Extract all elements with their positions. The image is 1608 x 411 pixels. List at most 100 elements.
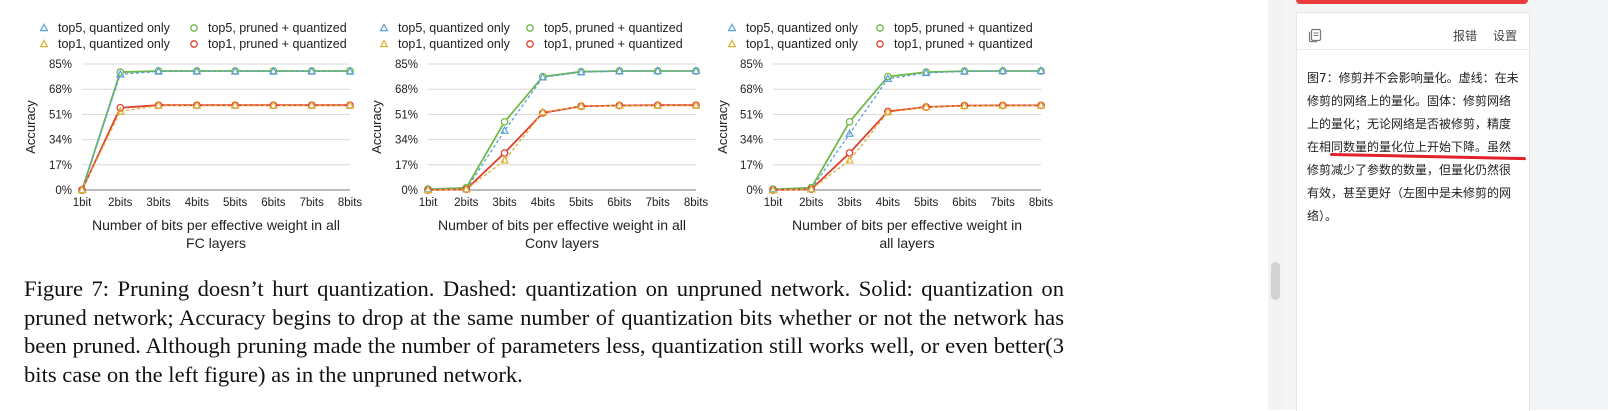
- data-point-triangle: [230, 66, 240, 75]
- x-tick-label: 1bit: [419, 197, 438, 209]
- x-tick-label: 4bits: [531, 197, 556, 209]
- data-point-triangle: [998, 100, 1008, 109]
- legend-label: top1, pruned + quantized: [894, 37, 1033, 51]
- data-point-triangle: [192, 66, 202, 75]
- x-tick-label: 4bits: [876, 197, 901, 209]
- data-point-triangle: [307, 66, 317, 75]
- y-tick-label: 85%: [395, 59, 418, 71]
- data-point-triangle: [230, 100, 240, 109]
- data-point-triangle: [538, 72, 548, 81]
- paper-page: top5, quantized only top5, pruned + quant…: [23, 21, 1064, 387]
- x-tick-label: 5bits: [914, 197, 939, 209]
- data-point-triangle: [845, 128, 854, 137]
- y-axis-title: Accuracy: [369, 100, 384, 154]
- data-point-triangle: [345, 100, 355, 109]
- data-point-triangle: [423, 185, 433, 194]
- legend-marker-icon: [39, 39, 49, 48]
- data-point-triangle: [1036, 100, 1046, 109]
- x-tick-label: 6bits: [607, 197, 632, 209]
- scrollbar-thumb[interactable]: [1271, 262, 1280, 300]
- x-tick-label: 1bit: [764, 197, 783, 209]
- y-tick-label: 85%: [740, 59, 763, 71]
- legend-label: top5, quantized only: [398, 21, 511, 35]
- y-tick-label: 51%: [49, 109, 72, 121]
- data-point-triangle: [269, 100, 278, 109]
- legend-marker-icon: [190, 40, 198, 48]
- data-point-triangle: [691, 100, 701, 109]
- y-tick-label: 17%: [395, 160, 418, 172]
- data-point-circle: [500, 117, 509, 126]
- x-tick-label: 8bits: [338, 197, 363, 209]
- x-tick-label: 2bits: [108, 197, 133, 209]
- legend-label: top5, pruned + quantized: [208, 21, 347, 35]
- data-point-triangle: [576, 67, 586, 76]
- data-point-circle: [845, 149, 854, 157]
- x-tick-label: 5bits: [223, 197, 248, 209]
- data-point-circle: [845, 117, 854, 126]
- data-point-triangle: [345, 66, 355, 75]
- data-point-triangle: [921, 68, 931, 77]
- series-line: [81, 104, 350, 191]
- data-point-triangle: [653, 100, 663, 109]
- series-line: [81, 70, 350, 191]
- data-point-triangle: [960, 66, 969, 75]
- x-axis-title: FC layers: [186, 235, 246, 251]
- panel-toolbar: 报错 设置: [1297, 13, 1529, 50]
- y-tick-label: 68%: [740, 84, 763, 96]
- series-line: [81, 104, 350, 191]
- y-tick-label: 34%: [395, 135, 418, 147]
- x-axis-title: Number of bits per effective weight in a…: [438, 217, 686, 233]
- data-point-triangle: [307, 100, 317, 109]
- data-point-triangle: [154, 100, 163, 109]
- x-tick-label: 2bits: [799, 197, 824, 209]
- series-line: [772, 104, 1041, 191]
- settings-button[interactable]: 设置: [1493, 29, 1518, 43]
- data-point-triangle: [845, 155, 854, 164]
- y-tick-label: 51%: [395, 109, 418, 121]
- y-tick-label: 0%: [401, 185, 418, 197]
- data-point-triangle: [883, 107, 893, 116]
- legend-marker-icon: [379, 39, 389, 48]
- data-point-triangle: [1036, 66, 1046, 75]
- figure-caption: Figure 7: Pruning doesn’t hurt quantizat…: [24, 276, 1064, 387]
- y-tick-label: 0%: [55, 185, 72, 197]
- legend-label: top1, quantized only: [746, 37, 859, 51]
- x-tick-label: 4bits: [185, 197, 210, 209]
- x-axis-title: Number of bits per effective weight in: [792, 217, 1022, 233]
- series-line: [427, 104, 696, 191]
- scrollbar-track[interactable]: [1268, 0, 1282, 410]
- translation-text: 图7：修剪并不会影响量化。虚线：在未修剪的网络上的量化。固体：修剪网络上的量化；…: [1307, 71, 1519, 223]
- data-point-triangle: [615, 66, 624, 75]
- series-line: [772, 104, 1041, 191]
- legend-label: top5, quantized only: [746, 21, 859, 35]
- data-point-triangle: [500, 155, 509, 164]
- data-point-circle: [500, 149, 509, 157]
- x-tick-label: 5bits: [569, 197, 594, 209]
- data-point-triangle: [115, 69, 125, 78]
- x-tick-label: 8bits: [1029, 197, 1054, 209]
- y-axis-title: Accuracy: [23, 100, 38, 154]
- y-tick-label: 17%: [49, 160, 72, 172]
- data-point-triangle: [998, 66, 1008, 75]
- data-point-triangle: [653, 66, 663, 75]
- legend-marker-icon: [727, 39, 737, 48]
- series-line: [428, 70, 696, 190]
- x-tick-label: 1bit: [73, 197, 92, 209]
- y-tick-label: 34%: [49, 135, 72, 147]
- data-point-triangle: [115, 106, 125, 115]
- data-point-triangle: [77, 185, 87, 194]
- x-tick-label: 3bits: [146, 197, 171, 209]
- series-line: [81, 70, 350, 191]
- x-axis-title: Number of bits per effective weight in a…: [92, 217, 340, 233]
- x-tick-label: 7bits: [991, 197, 1016, 209]
- data-point-triangle: [269, 66, 278, 75]
- legend-marker-icon: [379, 23, 389, 32]
- copy-icon[interactable]: [1307, 27, 1323, 43]
- legend-marker-icon: [526, 24, 534, 32]
- feedback-button[interactable]: 报错: [1453, 29, 1478, 43]
- legend-label: top5, pruned + quantized: [894, 21, 1033, 35]
- legend-marker-icon: [727, 23, 737, 32]
- data-point-triangle: [576, 101, 586, 110]
- y-tick-label: 68%: [395, 84, 418, 96]
- x-tick-label: 8bits: [684, 197, 709, 209]
